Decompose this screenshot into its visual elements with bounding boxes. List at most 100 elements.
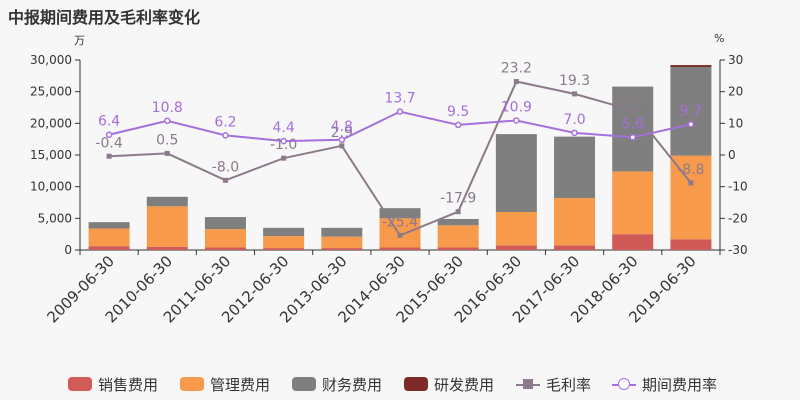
line-marker [222, 177, 228, 183]
bar-segment [321, 248, 363, 250]
legend: 销售费用 管理费用 财务费用 研发费用 毛利率 期间费用率 [0, 372, 800, 396]
y-right-tick-label: 10 [728, 116, 743, 130]
bar-segment [88, 222, 130, 229]
bar-segment [612, 234, 654, 250]
bar-segment [146, 206, 188, 247]
bar-segment [612, 171, 654, 235]
data-label: 4.4 [273, 120, 295, 136]
y-left-tick-label: 0 [64, 243, 72, 257]
line-marker [572, 91, 578, 97]
line-marker [396, 108, 404, 115]
bar-segment [321, 236, 363, 249]
legend-swatch [404, 377, 428, 391]
legend-label: 销售费用 [98, 375, 159, 394]
bar-segment [204, 247, 246, 250]
data-label: 9.5 [447, 104, 469, 120]
line-marker [513, 117, 520, 124]
bar-segment [263, 248, 305, 250]
bar-segment [204, 229, 246, 248]
line-marker [164, 117, 171, 125]
data-label: 6.4 [98, 114, 120, 130]
bar-segment [670, 65, 712, 67]
legend-item[interactable]: 销售费用 [68, 372, 158, 396]
data-label: -8.8 [677, 162, 704, 178]
data-label: 10.9 [501, 99, 532, 115]
legend-label: 毛利率 [546, 375, 592, 394]
bar-segment [437, 218, 479, 226]
y-right-tick-label: 30 [728, 53, 743, 67]
bar-segment [263, 236, 305, 249]
page-title: 中报期间费用及毛利率变化 [8, 8, 201, 27]
y-right-tick-label: 0 [728, 148, 736, 162]
y-left-tick-label: 15,000 [30, 148, 72, 162]
legend-item[interactable]: 研发费用 [404, 372, 494, 396]
data-label: 5.6 [622, 116, 644, 132]
data-label: -8.0 [212, 159, 239, 175]
y-left-tick-label: 10,000 [30, 180, 72, 194]
legend-label: 期间费用率 [642, 375, 718, 394]
legend-line-square-icon [516, 377, 540, 391]
bar-segment [146, 196, 188, 207]
line-marker [630, 107, 636, 113]
legend-label: 研发费用 [434, 375, 495, 394]
y-right-tick-label: -30 [728, 243, 748, 257]
data-label: 14.1 [617, 89, 648, 105]
y-left-tick-label: 20,000 [30, 116, 72, 130]
y-right-tick-label: 20 [728, 85, 743, 99]
line-marker [164, 150, 170, 156]
line-marker [105, 131, 113, 138]
legend-circle-marker [618, 378, 630, 390]
line-marker [280, 137, 287, 145]
line-marker [397, 232, 403, 238]
legend-item[interactable]: 毛利率 [516, 372, 591, 396]
data-label: -17.9 [440, 191, 476, 207]
bar-segment [670, 155, 712, 240]
data-label: 0.5 [156, 132, 178, 148]
bar-segment [88, 228, 130, 247]
line-marker [454, 121, 462, 129]
data-label: 6.2 [214, 114, 236, 130]
line-marker [687, 121, 695, 128]
line-marker [629, 134, 636, 141]
bar-segment [437, 247, 479, 250]
legend-item[interactable]: 期间费用率 [612, 372, 717, 396]
y-left-tick-label: 25,000 [30, 85, 72, 99]
y-right-tick-label: -10 [728, 180, 748, 194]
bar-segment [554, 136, 596, 199]
legend-square-marker [523, 379, 533, 389]
bar-segment [146, 246, 188, 250]
bar-segment [495, 134, 537, 212]
bar-segment [379, 208, 421, 219]
data-label: -25.4 [382, 214, 418, 230]
bar-segment [437, 225, 479, 248]
bar-segment [612, 86, 654, 172]
legend-item[interactable]: 管理费用 [180, 372, 270, 396]
bar-segment [495, 212, 537, 246]
y-right-tick-label: -20 [728, 211, 748, 225]
bar-segment [379, 247, 421, 250]
legend-label: 管理费用 [210, 375, 271, 394]
line-marker [339, 143, 345, 149]
legend-item[interactable]: 财务费用 [292, 372, 382, 396]
legend-label: 财务费用 [322, 375, 383, 394]
bar-segment [670, 66, 712, 156]
legend-swatch [180, 377, 204, 391]
y-left-tick-label: 30,000 [30, 53, 72, 67]
line-marker [106, 153, 112, 159]
chart: 0 5,000 10,000 15,000 20,000 25,000 30,000 -30 -… [30, 53, 748, 326]
data-label: 10.8 [152, 100, 183, 116]
line-marker [571, 129, 578, 137]
legend-line-circle-icon [612, 377, 636, 391]
line-marker [222, 132, 229, 139]
right-axis-unit: % [714, 32, 725, 45]
bar-segment [88, 246, 130, 250]
bar-segment [554, 198, 596, 246]
line-marker [688, 180, 694, 186]
data-label: -0.4 [95, 135, 122, 151]
data-label: 13.7 [384, 91, 415, 107]
bar-segment [379, 218, 421, 248]
bar-segment [204, 217, 246, 230]
data-label: 7.0 [563, 112, 585, 128]
y-left-tick-label: 5,000 [38, 211, 72, 225]
bar-segment [263, 227, 305, 237]
